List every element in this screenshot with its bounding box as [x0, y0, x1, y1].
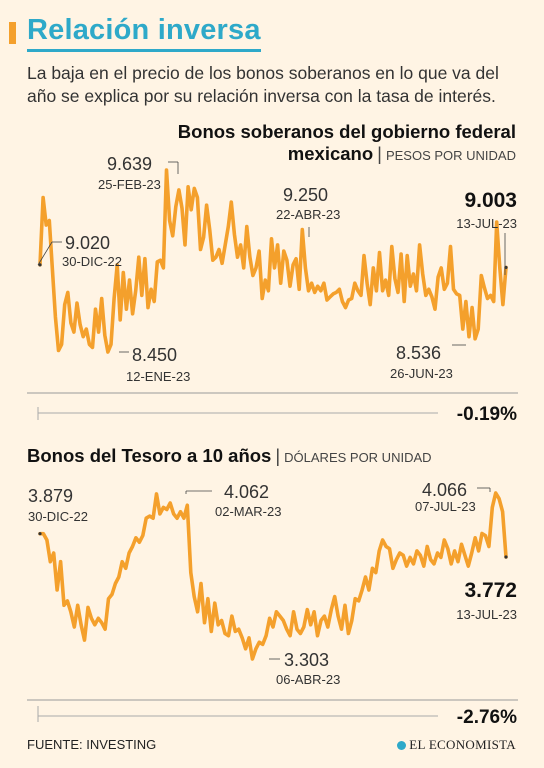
- footer-source: FUENTE: INVESTING: [27, 737, 157, 752]
- chart1-series-line: [38, 168, 508, 354]
- chart2-label-jul-value: 4.066: [422, 480, 467, 500]
- chart1-label-apr-date: 22-ABR-23: [276, 207, 340, 222]
- chart1-label-jun-value: 8.536: [396, 343, 441, 363]
- chart1-title: Bonos soberanos del gobierno federal mex…: [56, 121, 516, 167]
- chart1-change-value: -0.19%: [457, 404, 517, 425]
- chart2-label-max-date: 02-MAR-23: [215, 504, 281, 519]
- chart2-label-end-value: 3.772: [464, 579, 517, 602]
- chart2-label-start-value: 3.879: [28, 486, 73, 506]
- chart2-change-value: -2.76%: [457, 707, 517, 728]
- chart1-label-max-value: 9.639: [107, 154, 152, 174]
- chart1-unit: PESOS POR UNIDAD: [385, 148, 516, 163]
- chart1-title-line1: Bonos soberanos del gobierno federal: [177, 121, 516, 142]
- chart1: 9.020 30-DIC-22 8.450 12-ENE-23 9.639 25…: [27, 154, 518, 425]
- page-title: Relación inversa: [27, 14, 261, 52]
- chart2-label-min-date: 06-ABR-23: [276, 672, 340, 687]
- chart2-end-point: [504, 555, 508, 559]
- chart1-label-min-date: 12-ENE-23: [126, 369, 190, 384]
- chart1-title-line2: mexicano: [287, 143, 374, 164]
- chart1-leader-start: [37, 241, 53, 266]
- chart2-label-min-value: 3.303: [284, 650, 329, 670]
- chart1-label-max-date: 25-FEB-23: [98, 177, 161, 192]
- chart1-label-jun-date: 26-JUN-23: [390, 366, 453, 381]
- page-subtitle: La baja en el precio de los bonos sobera…: [27, 63, 499, 106]
- chart2: 3.879 30-DIC-22 4.062 02-MAR-23 3.303 06…: [27, 480, 518, 728]
- chart2-label-start-date: 30-DIC-22: [28, 509, 88, 524]
- logo-dot-icon: [397, 741, 407, 750]
- chart1-label-end-value: 9.003: [464, 189, 517, 212]
- footer-logo: EL ECONOMISTA: [397, 737, 516, 753]
- chart2-label-max-value: 4.062: [224, 482, 269, 502]
- title-accent-bar: [9, 22, 16, 44]
- chart1-start-point: [38, 263, 42, 267]
- chart2-unit: DÓLARES POR UNIDAD: [284, 450, 432, 465]
- chart2-title-text: Bonos del Tesoro a 10 años: [27, 445, 272, 466]
- chart2-start-point: [38, 532, 42, 536]
- chart1-label-end-date: 13-JUL-23: [456, 216, 517, 231]
- chart1-label-min-value: 8.450: [132, 345, 177, 365]
- chart2-label-end-date: 13-JUL-23: [456, 607, 517, 622]
- chart2-series-line: [38, 491, 508, 661]
- chart1-label-start-value: 9.020: [65, 233, 110, 253]
- footer-logo-text: EL ECONOMISTA: [409, 737, 516, 752]
- chart1-label-apr-value: 9.250: [283, 185, 328, 205]
- chart2-title: Bonos del Tesoro a 10 años | DÓLARES POR U…: [27, 445, 432, 466]
- chart1-label-start-date: 30-DIC-22: [62, 254, 122, 269]
- chart2-label-jul-date: 07-JUL-23: [415, 499, 476, 514]
